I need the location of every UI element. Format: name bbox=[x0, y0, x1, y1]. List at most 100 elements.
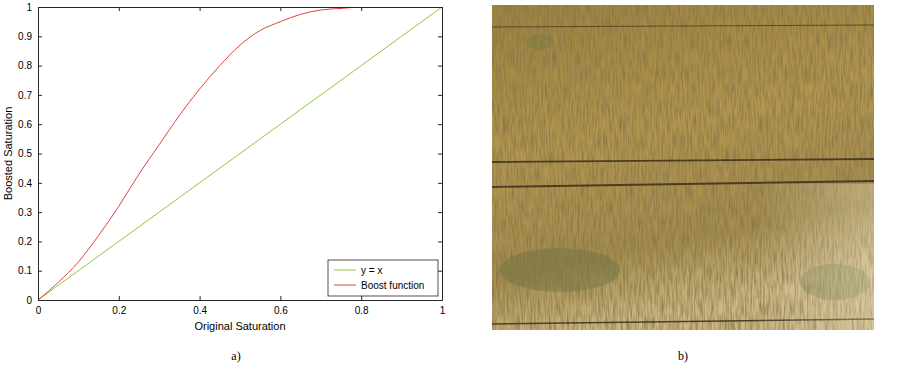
tick bbox=[438, 95, 442, 96]
tick: 0.9 bbox=[18, 31, 42, 42]
tick-mark bbox=[38, 124, 42, 125]
tick: 0.8 bbox=[355, 296, 369, 316]
tick bbox=[438, 66, 442, 67]
tick bbox=[438, 300, 442, 301]
y-axis-title: Boosted Saturation bbox=[2, 107, 14, 201]
legend-swatch bbox=[334, 285, 356, 286]
tick-mark bbox=[438, 300, 442, 301]
tick-label: 0.8 bbox=[18, 60, 32, 71]
tick-label: 1 bbox=[26, 2, 32, 13]
axis-line bbox=[442, 8, 443, 301]
tick-label: 1 bbox=[440, 305, 446, 316]
photo-background bbox=[492, 5, 874, 330]
tick: 0.4 bbox=[18, 178, 42, 189]
tick: 0.4 bbox=[193, 296, 207, 316]
tick: 0.7 bbox=[18, 90, 42, 101]
tick bbox=[438, 154, 442, 155]
axis-line bbox=[39, 7, 443, 8]
tick-mark bbox=[38, 241, 42, 242]
tick-mark bbox=[38, 271, 42, 272]
panel-label: b) bbox=[678, 349, 688, 363]
photo bbox=[492, 5, 874, 330]
tick-mark bbox=[361, 7, 362, 11]
tick bbox=[438, 212, 442, 213]
series-line bbox=[38, 7, 442, 300]
tick bbox=[438, 124, 442, 125]
tick-mark bbox=[119, 7, 120, 11]
tick-mark bbox=[38, 66, 42, 67]
tick-mark bbox=[38, 300, 42, 301]
axis-line bbox=[39, 300, 443, 301]
plot-area bbox=[38, 7, 442, 300]
tick-mark bbox=[38, 183, 42, 184]
tick-label: 0.7 bbox=[18, 90, 32, 101]
tick-label: 0.6 bbox=[18, 119, 32, 130]
tick-label: 0.2 bbox=[18, 236, 32, 247]
tick-mark bbox=[361, 296, 362, 300]
legend-swatch bbox=[334, 270, 356, 271]
tick-mark bbox=[438, 183, 442, 184]
tick: 0.2 bbox=[18, 236, 42, 247]
tick-mark bbox=[38, 154, 42, 155]
series-line bbox=[38, 7, 442, 300]
tick: 0.2 bbox=[112, 296, 126, 316]
tick-mark bbox=[438, 7, 442, 8]
tick bbox=[200, 7, 201, 11]
tick-mark bbox=[438, 95, 442, 96]
tick-mark bbox=[200, 296, 201, 300]
tick bbox=[438, 36, 442, 37]
tick bbox=[438, 271, 442, 272]
x-axis-top bbox=[39, 7, 443, 11]
tick-mark bbox=[38, 95, 42, 96]
legend-box bbox=[328, 260, 438, 296]
tick-mark bbox=[438, 241, 442, 242]
tick-mark bbox=[438, 271, 442, 272]
tick: 0.5 bbox=[18, 148, 42, 159]
tick: 1 bbox=[26, 2, 42, 13]
photo-highlight bbox=[492, 184, 874, 330]
tick bbox=[438, 241, 442, 242]
legend-label: Boost function bbox=[361, 280, 424, 291]
tick-label: 0 bbox=[36, 305, 42, 316]
tick: 0 bbox=[26, 295, 42, 306]
y-axis-right bbox=[438, 8, 443, 301]
tick-mark bbox=[438, 66, 442, 67]
tick-mark bbox=[280, 296, 281, 300]
tick: 0.8 bbox=[18, 60, 42, 71]
tick bbox=[438, 183, 442, 184]
tick-label: 0.8 bbox=[355, 305, 369, 316]
tick: 0.3 bbox=[18, 207, 42, 218]
panel-label: a) bbox=[231, 349, 240, 363]
tick-mark bbox=[438, 124, 442, 125]
legend-label: y = x bbox=[361, 265, 382, 276]
legend: y = x Boost function bbox=[328, 260, 438, 296]
tick-mark bbox=[200, 7, 201, 11]
tick-mark bbox=[438, 36, 442, 37]
tick bbox=[119, 7, 120, 11]
tick: 0.1 bbox=[18, 265, 42, 276]
photo-texture bbox=[492, 5, 874, 330]
tick-label: 0.3 bbox=[18, 207, 32, 218]
tick-mark bbox=[38, 7, 42, 8]
tick-label: 0.4 bbox=[18, 178, 32, 189]
tick-label: 0.2 bbox=[112, 305, 126, 316]
tick-label: 0.9 bbox=[18, 31, 32, 42]
tick bbox=[280, 7, 281, 11]
tick-mark bbox=[438, 154, 442, 155]
tick bbox=[438, 7, 442, 8]
tick-label: 0.5 bbox=[18, 148, 32, 159]
y-axis: 0 0.1 0.2 0.3 0.4 0.5 0.6 0.7 0.8 0.9 1 bbox=[18, 2, 42, 306]
tick bbox=[361, 7, 362, 11]
plot-marks bbox=[38, 7, 442, 300]
tick-mark bbox=[38, 36, 42, 37]
tick: 0.6 bbox=[274, 296, 288, 316]
tick-mark bbox=[438, 212, 442, 213]
figure: 00.20.40.60.8100.10.20.30.40.50.60.70.80… bbox=[0, 0, 906, 374]
tick-label: 0.1 bbox=[18, 265, 32, 276]
tick-label: 0.4 bbox=[193, 305, 207, 316]
tick-mark bbox=[119, 296, 120, 300]
tick-label: 0 bbox=[26, 295, 32, 306]
tick-mark bbox=[38, 212, 42, 213]
x-axis-title: Original Saturation bbox=[194, 320, 285, 332]
tick: 0.6 bbox=[18, 119, 42, 130]
